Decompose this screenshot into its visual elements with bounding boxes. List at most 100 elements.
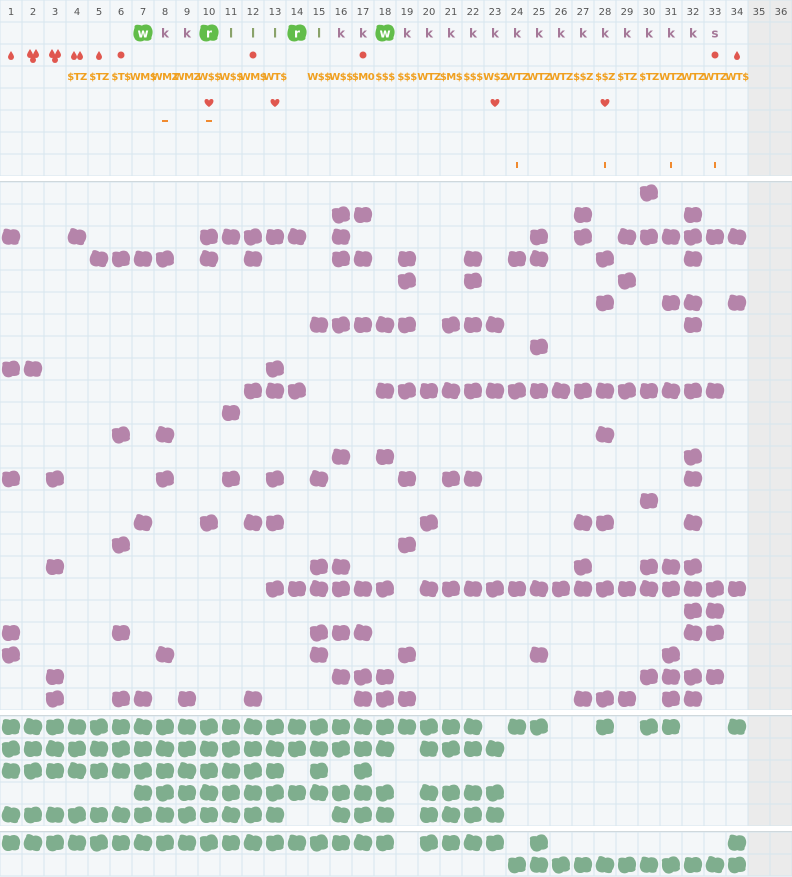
column-number: 23 — [489, 7, 502, 18]
purple-block — [617, 690, 637, 708]
purple-block — [661, 228, 681, 246]
column-number: 19 — [401, 7, 414, 18]
purple-block — [507, 580, 527, 598]
code: W$$ — [307, 72, 331, 83]
purple-block — [573, 690, 593, 708]
letter: k — [447, 27, 456, 41]
green-block — [463, 784, 483, 802]
purple-block — [375, 668, 395, 686]
green-block — [265, 806, 285, 824]
purple-block — [221, 228, 241, 246]
purple-block — [45, 668, 65, 686]
green-block — [331, 834, 351, 852]
green-block — [1, 762, 21, 780]
green-block — [419, 740, 439, 758]
letter: s — [711, 27, 718, 41]
letter: k — [425, 27, 434, 41]
green-block — [111, 834, 131, 852]
purple-block — [705, 668, 725, 686]
green-block — [419, 806, 439, 824]
green-block — [45, 762, 65, 780]
column-number: 29 — [621, 7, 634, 18]
purple-block — [397, 250, 417, 268]
purple-block — [727, 580, 747, 598]
separator — [0, 176, 792, 182]
purple-block — [265, 382, 285, 400]
purple-block — [661, 558, 681, 576]
green-block — [133, 784, 153, 802]
green-block — [111, 718, 131, 736]
code: $$$ — [397, 72, 417, 83]
code: W$$ — [197, 72, 221, 83]
column-number: 17 — [357, 7, 370, 18]
purple-block — [683, 580, 703, 598]
letter: k — [601, 27, 610, 41]
green-block — [23, 740, 43, 758]
purple-block — [463, 470, 483, 488]
letter: l — [251, 27, 255, 41]
purple-block — [309, 316, 329, 334]
code: WTZ — [417, 72, 441, 83]
letter: k — [667, 27, 676, 41]
column-number: 11 — [225, 7, 238, 18]
letter: k — [403, 27, 412, 41]
code: $$$ — [463, 72, 483, 83]
code: W$Z — [483, 72, 507, 83]
purple-block — [529, 382, 549, 400]
column-number: 18 — [379, 7, 392, 18]
code: WMZ — [152, 72, 179, 83]
letter: k — [689, 27, 698, 41]
purple-block — [243, 250, 263, 268]
column-number: 1 — [8, 7, 14, 18]
purple-block — [529, 646, 549, 664]
column-number: 24 — [511, 7, 524, 18]
purple-block — [683, 250, 703, 268]
column-number: 12 — [247, 7, 260, 18]
purple-block — [375, 448, 395, 466]
green-block — [287, 718, 307, 736]
code: WMZ — [174, 72, 201, 83]
purple-block — [397, 690, 417, 708]
dash-icon — [162, 120, 168, 122]
column-number: 32 — [687, 7, 700, 18]
green-block — [199, 740, 219, 758]
purple-block — [661, 294, 681, 312]
green-block — [45, 806, 65, 824]
code: WM$ — [130, 72, 157, 83]
dash-icon — [206, 120, 212, 122]
purple-block — [705, 602, 725, 620]
separator — [0, 826, 792, 832]
purple-block — [331, 624, 351, 642]
letter: l — [273, 27, 277, 41]
purple-block — [573, 206, 593, 224]
code: $TZ — [67, 72, 87, 83]
purple-block — [419, 382, 439, 400]
column-number: 33 — [709, 7, 722, 18]
purple-block — [309, 646, 329, 664]
purple-block — [133, 250, 153, 268]
green-block — [507, 718, 527, 736]
column-number: 34 — [731, 7, 744, 18]
green-block — [441, 834, 461, 852]
purple-block — [617, 580, 637, 598]
purple-block — [111, 624, 131, 642]
purple-block — [683, 470, 703, 488]
green-block — [727, 718, 747, 736]
code: WTZ — [505, 72, 529, 83]
green-block — [221, 718, 241, 736]
green-block — [221, 762, 241, 780]
purple-block — [463, 580, 483, 598]
tick-icon — [516, 162, 518, 168]
purple-block — [353, 316, 373, 334]
column-number: 27 — [577, 7, 590, 18]
code: WTZ — [681, 72, 705, 83]
code: $$Z — [595, 72, 615, 83]
purple-block — [353, 690, 373, 708]
column-number: 31 — [665, 7, 678, 18]
green-block — [639, 856, 659, 874]
purple-block — [683, 316, 703, 334]
letter: k — [183, 27, 192, 41]
code: WTZ — [527, 72, 551, 83]
letter: k — [535, 27, 544, 41]
